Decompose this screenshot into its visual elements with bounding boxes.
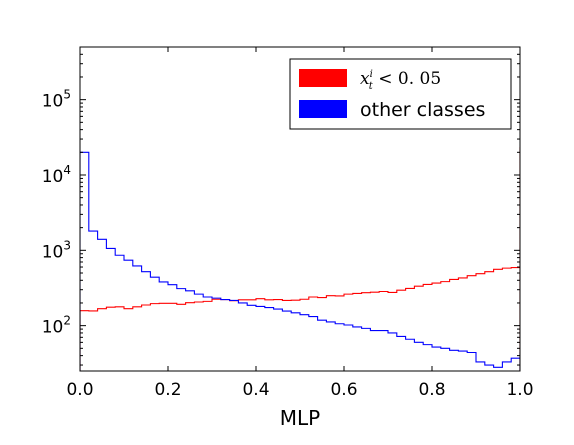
x-tick-label: 0.2 [154, 380, 181, 400]
x-tick-label: 1.0 [506, 380, 533, 400]
x-tick-label: 0.6 [330, 380, 357, 400]
y-tick-label: 104 [42, 163, 71, 187]
y-tick-label: 103 [42, 238, 71, 262]
plot-frame [79, 46, 521, 372]
series-red-histogram [80, 147, 520, 371]
y-tick-label: 105 [42, 88, 71, 112]
legend-swatch-blue [299, 100, 347, 118]
legend-label-blue: other classes [360, 99, 485, 121]
x-tick-label: 0.8 [418, 380, 445, 400]
legend: xi t < 0. 05 other classes [289, 58, 512, 130]
x-axis-title: MLP [280, 406, 320, 430]
legend-label-red: xi t < 0. 05 [360, 69, 441, 92]
plot-area [80, 147, 520, 371]
x-tick-label: 0.0 [66, 380, 93, 400]
series-blue-histogram [80, 151, 520, 371]
x-tick-label: 0.4 [242, 380, 269, 400]
legend-swatch-red [299, 69, 347, 87]
axes: 0.0 0.2 0.4 0.6 0.8 1.0 102 103 104 105 [42, 46, 534, 400]
y-tick-label: 102 [42, 314, 71, 338]
